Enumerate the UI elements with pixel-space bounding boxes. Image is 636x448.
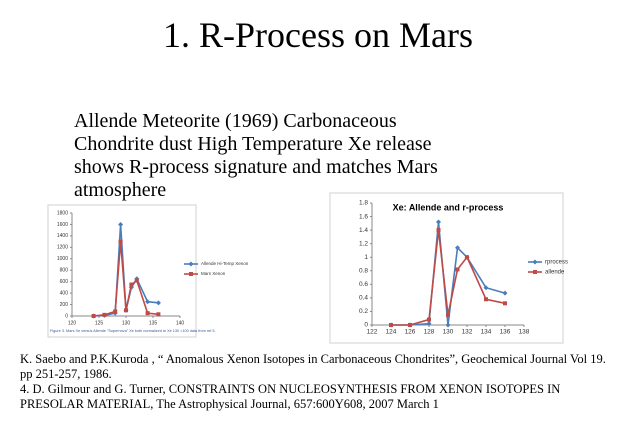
- data-point: [134, 278, 139, 283]
- data-point: [118, 239, 123, 244]
- y-tick-label: 1.2: [359, 240, 368, 247]
- data-point: [455, 245, 460, 251]
- data-point: [484, 297, 488, 302]
- y-tick-label: 1600: [57, 222, 68, 228]
- data-point: [389, 323, 393, 327]
- data-point: [124, 308, 128, 313]
- x-tick-label: 130: [122, 320, 131, 326]
- x-tick-label: 122: [367, 329, 378, 336]
- data-point: [436, 219, 441, 225]
- slide-title: 1. R-Process on Mars: [163, 15, 473, 55]
- references: K. Saebo and P.K.Kuroda , “ Anomalous Xe…: [20, 352, 620, 412]
- y-tick-label: 1800: [57, 210, 68, 216]
- legend-label: allende: [545, 270, 565, 276]
- body-line: shows R-process signature and matches Ma…: [74, 156, 438, 178]
- data-point: [113, 309, 118, 314]
- y-tick-label: 0.4: [359, 295, 368, 302]
- y-tick-label: 0.6: [359, 281, 368, 288]
- data-point: [446, 312, 450, 317]
- chart-frame: [47, 204, 197, 338]
- y-tick-label: 1400: [57, 233, 68, 239]
- legend-marker: [533, 270, 537, 274]
- y-tick-label: 1: [364, 254, 368, 261]
- legend-marker: [188, 261, 194, 267]
- body-line: Chondrite dust High Temperature Xe relea…: [74, 133, 432, 155]
- y-tick-label: 200: [60, 302, 69, 308]
- data-point: [427, 317, 431, 322]
- y-tick-label: 800: [60, 268, 69, 274]
- y-tick-label: 1200: [57, 245, 68, 251]
- body-text: Allende Meteorite (1969) Carbonaceous Cho…: [74, 110, 438, 202]
- y-tick-label: 0.8: [359, 267, 368, 274]
- y-tick-label: 0.2: [359, 308, 368, 315]
- x-tick-label: 138: [519, 329, 530, 336]
- x-tick-label: 134: [481, 329, 492, 336]
- chart-caption: Figure 3. Mars Xe versus Allende "Supern…: [50, 329, 216, 333]
- reference: K. Saebo and P.K.Kuroda , “ Anomalous Xe…: [20, 352, 606, 381]
- y-tick-label: 0: [364, 322, 368, 329]
- x-tick-label: 140: [176, 320, 185, 326]
- x-tick-label: 126: [405, 329, 416, 336]
- legend-label: Allende Hi-Temp Xenon: [201, 261, 249, 266]
- series-line: [391, 230, 506, 326]
- data-point: [503, 301, 507, 306]
- x-tick-label: 125: [95, 320, 104, 326]
- x-tick-label: 124: [386, 329, 397, 336]
- x-tick-label: 130: [443, 329, 454, 336]
- chart-title: Xe: Allende and r-process: [393, 202, 504, 212]
- y-tick-label: 1.8: [359, 200, 368, 207]
- data-point: [155, 300, 161, 306]
- x-tick-label: 135: [149, 320, 158, 326]
- x-tick-label: 120: [68, 320, 77, 326]
- data-point: [156, 312, 161, 317]
- legend-label: Mars Xenon: [201, 271, 226, 276]
- body-line: Allende Meteorite (1969) Carbonaceous: [74, 110, 397, 132]
- x-tick-label: 136: [500, 329, 511, 336]
- y-tick-label: 0: [65, 313, 68, 319]
- y-tick-label: 1000: [57, 256, 68, 262]
- data-point: [455, 267, 460, 272]
- y-tick-label: 1.4: [359, 227, 368, 234]
- chart-frame: [329, 192, 564, 344]
- legend-label: rprocess: [545, 260, 568, 266]
- x-tick-label: 128: [424, 329, 435, 336]
- data-point: [408, 323, 412, 327]
- data-point: [436, 228, 441, 233]
- data-point: [129, 282, 134, 287]
- data-point: [426, 321, 432, 327]
- data-point: [118, 221, 124, 227]
- y-tick-label: 600: [60, 279, 69, 285]
- data-point: [483, 285, 489, 291]
- reference: 4. D. Gilmour and G. Turner, CONSTRAINTS…: [20, 382, 561, 411]
- y-tick-label: 400: [60, 290, 69, 296]
- body-line: atmosphere: [74, 179, 167, 201]
- x-tick-label: 132: [462, 329, 473, 336]
- data-point: [102, 312, 107, 317]
- data-point: [91, 314, 96, 318]
- data-point: [145, 299, 151, 305]
- data-point: [502, 290, 508, 296]
- series-line: [93, 241, 159, 317]
- legend-marker: [189, 272, 193, 276]
- y-tick-label: 1.6: [359, 213, 368, 220]
- legend-marker: [532, 259, 538, 265]
- data-point: [445, 322, 451, 328]
- data-point: [145, 311, 150, 316]
- data-point: [465, 255, 469, 260]
